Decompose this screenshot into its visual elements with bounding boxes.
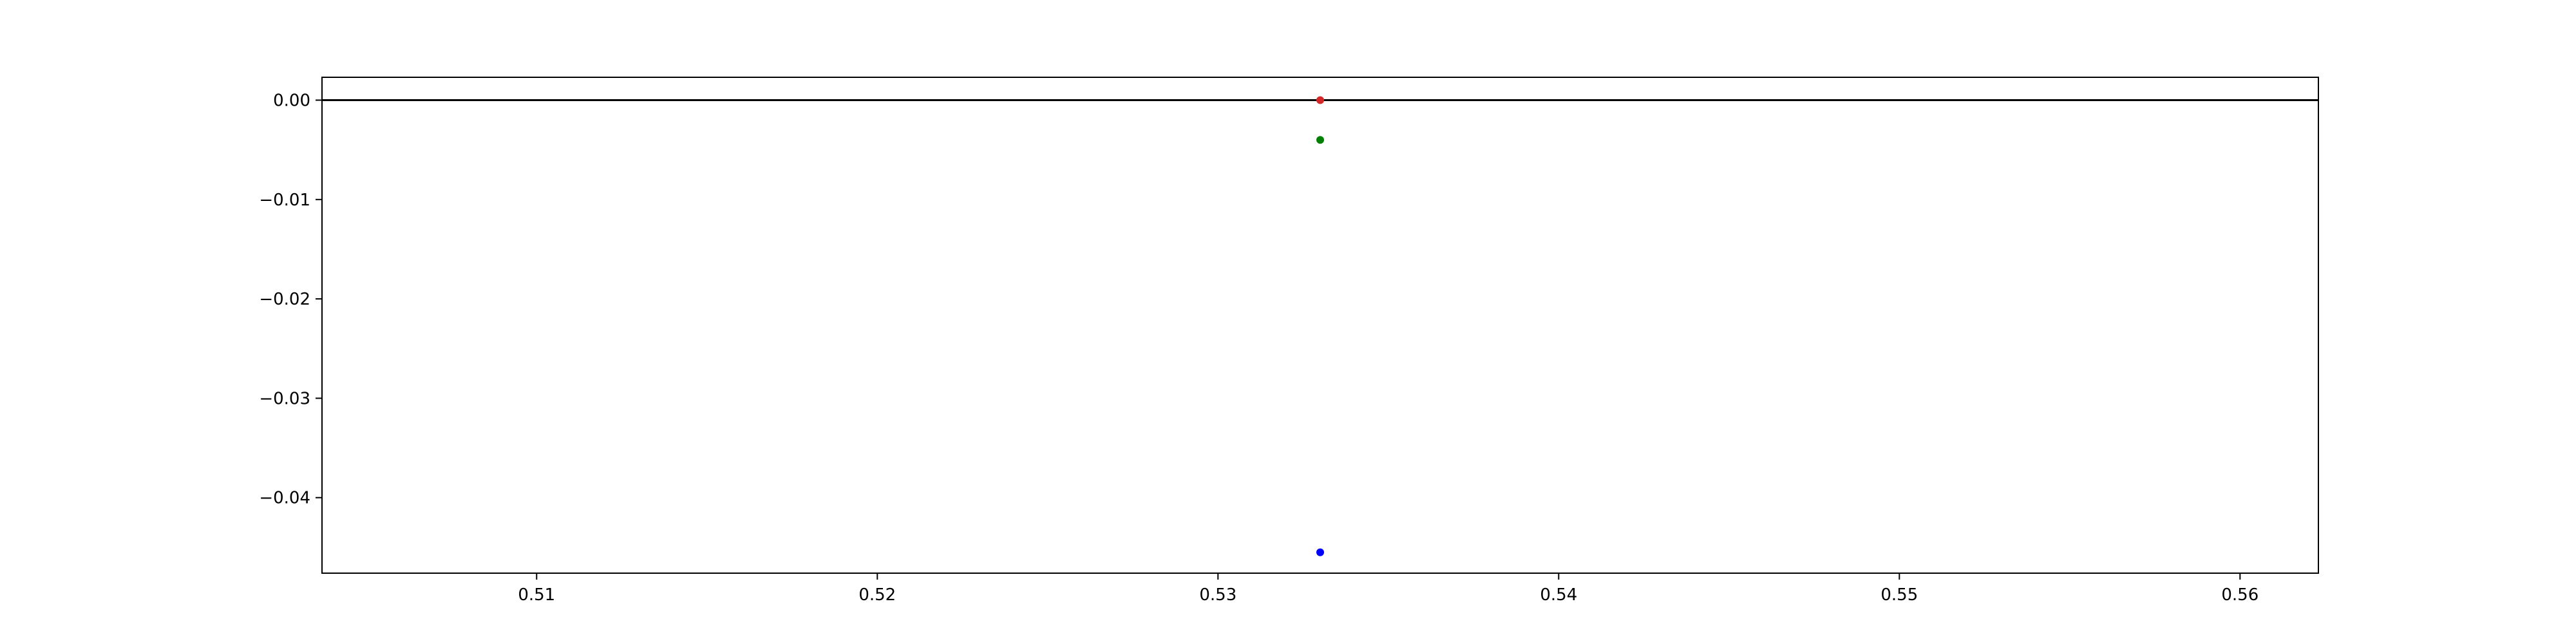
y-tick-label: −0.01 (259, 191, 310, 210)
x-tick-label: 0.56 (2221, 585, 2259, 605)
x-tick-label: 0.53 (1199, 585, 1236, 605)
x-tick-label: 0.51 (518, 585, 555, 605)
x-tick-label: 0.52 (858, 585, 896, 605)
x-tick-label: 0.54 (1540, 585, 1577, 605)
data-point (1316, 548, 1324, 556)
y-tick-label: 0.00 (273, 91, 310, 110)
data-point (1316, 96, 1324, 104)
x-tick-label: 0.55 (1880, 585, 1918, 605)
y-tick-label: −0.02 (259, 290, 310, 309)
axes-frame (321, 77, 2319, 574)
data-point (1316, 136, 1324, 144)
plot-area: 0.51 0.52 0.53 0.54 0.55 0.56 0.00 −0.01 −0.02 −0… (259, 77, 2319, 605)
y-tick-label: −0.03 (259, 389, 310, 408)
y-tick-label: −0.04 (259, 489, 310, 508)
